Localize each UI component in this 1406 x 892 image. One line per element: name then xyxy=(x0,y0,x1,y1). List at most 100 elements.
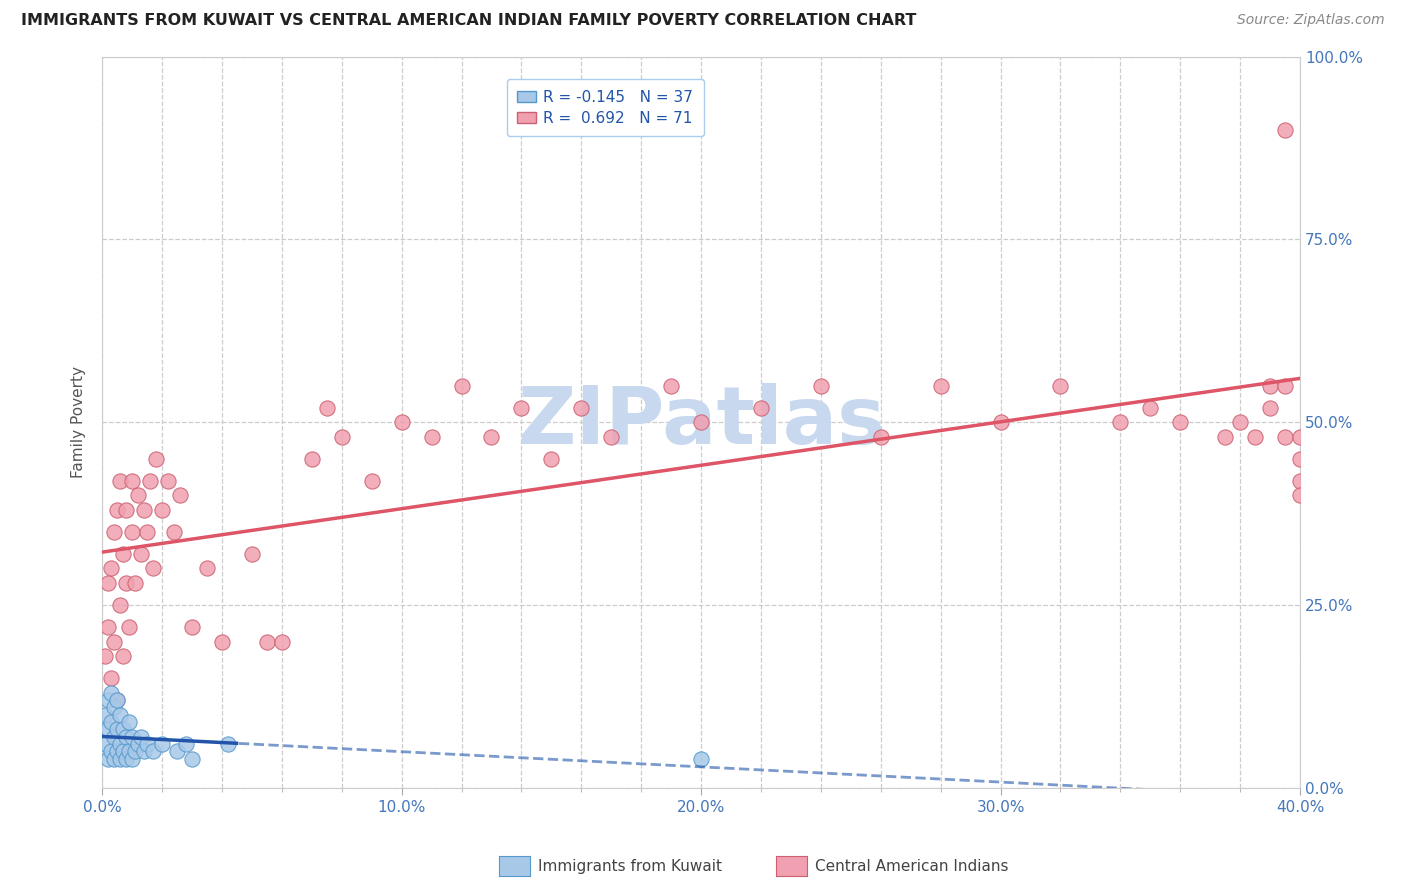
Point xyxy=(105,744,128,758)
Point xyxy=(211,634,233,648)
Point xyxy=(1258,401,1281,415)
Point xyxy=(105,503,128,517)
Legend: R = -0.145   N = 37, R =  0.692   N = 71: R = -0.145 N = 37, R = 0.692 N = 71 xyxy=(506,78,704,136)
Point xyxy=(97,723,120,737)
Text: Source: ZipAtlas.com: Source: ZipAtlas.com xyxy=(1237,13,1385,28)
Point xyxy=(121,751,143,765)
Point xyxy=(139,474,162,488)
Point xyxy=(163,524,186,539)
Point xyxy=(105,693,128,707)
Point xyxy=(115,503,138,517)
Point xyxy=(1274,430,1296,444)
Point xyxy=(1139,401,1161,415)
Point xyxy=(136,737,159,751)
Point xyxy=(108,751,131,765)
Point xyxy=(112,649,135,664)
Point xyxy=(103,751,125,765)
Point xyxy=(103,730,125,744)
Point xyxy=(115,730,138,744)
Point xyxy=(134,503,156,517)
Point xyxy=(450,378,472,392)
Point xyxy=(150,503,173,517)
Point xyxy=(157,474,180,488)
Point xyxy=(659,378,682,392)
Point xyxy=(1289,488,1312,502)
Point xyxy=(1274,123,1296,137)
Point xyxy=(100,714,122,729)
Point xyxy=(1274,378,1296,392)
Point xyxy=(181,620,204,634)
Point xyxy=(134,744,156,758)
Point xyxy=(97,620,120,634)
Y-axis label: Family Poverty: Family Poverty xyxy=(72,367,86,478)
Point xyxy=(105,693,128,707)
Point xyxy=(97,751,120,765)
Point xyxy=(97,693,120,707)
Point xyxy=(1289,474,1312,488)
Point xyxy=(240,547,263,561)
Point xyxy=(301,451,323,466)
Point xyxy=(108,737,131,751)
Point xyxy=(1049,378,1071,392)
Point xyxy=(108,474,131,488)
Point xyxy=(145,451,167,466)
Point xyxy=(94,737,117,751)
Point xyxy=(166,744,188,758)
Point xyxy=(540,451,562,466)
Point xyxy=(129,547,152,561)
Point xyxy=(121,474,143,488)
Point xyxy=(115,751,138,765)
Point xyxy=(129,730,152,744)
Point xyxy=(121,524,143,539)
Point xyxy=(174,737,197,751)
Point xyxy=(115,576,138,591)
Point xyxy=(217,737,239,751)
Point xyxy=(103,700,125,714)
Text: IMMIGRANTS FROM KUWAIT VS CENTRAL AMERICAN INDIAN FAMILY POVERTY CORRELATION CHA: IMMIGRANTS FROM KUWAIT VS CENTRAL AMERIC… xyxy=(21,13,917,29)
Point xyxy=(118,714,141,729)
Point xyxy=(1244,430,1267,444)
Point xyxy=(749,401,772,415)
Point xyxy=(94,649,117,664)
Point xyxy=(810,378,832,392)
Point xyxy=(569,401,592,415)
Point xyxy=(112,547,135,561)
Point xyxy=(330,430,353,444)
Text: Immigrants from Kuwait: Immigrants from Kuwait xyxy=(538,859,723,873)
Point xyxy=(1258,378,1281,392)
Point xyxy=(118,620,141,634)
Point xyxy=(195,561,218,575)
Point xyxy=(510,401,533,415)
Point xyxy=(869,430,891,444)
Point xyxy=(690,415,713,429)
Point xyxy=(142,744,165,758)
Point xyxy=(315,401,337,415)
Point xyxy=(169,488,191,502)
Point xyxy=(1229,415,1251,429)
Point xyxy=(256,634,278,648)
Point xyxy=(124,744,146,758)
Point xyxy=(121,730,143,744)
Point xyxy=(94,707,117,722)
Point xyxy=(1109,415,1132,429)
Point xyxy=(118,744,141,758)
Text: Central American Indians: Central American Indians xyxy=(815,859,1010,873)
Point xyxy=(1289,430,1312,444)
Point xyxy=(124,576,146,591)
Point xyxy=(136,524,159,539)
Point xyxy=(690,751,713,765)
Point xyxy=(105,723,128,737)
Point xyxy=(481,430,503,444)
Text: ZIPatlas: ZIPatlas xyxy=(517,384,886,461)
Point xyxy=(1289,451,1312,466)
Point xyxy=(420,430,443,444)
Point xyxy=(127,488,149,502)
Point xyxy=(360,474,382,488)
Point xyxy=(100,686,122,700)
Point xyxy=(990,415,1012,429)
Point xyxy=(103,634,125,648)
Point xyxy=(150,737,173,751)
Point xyxy=(97,576,120,591)
Point xyxy=(112,744,135,758)
Point xyxy=(1213,430,1236,444)
